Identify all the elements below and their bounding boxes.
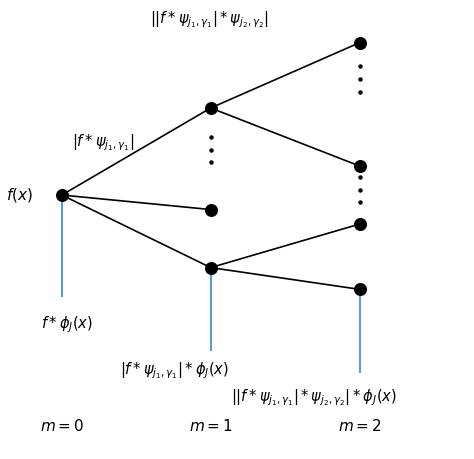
Text: $m=0$: $m=0$ (40, 419, 84, 435)
Text: $|f * \psi_{j_1,\gamma_1}|$: $|f * \psi_{j_1,\gamma_1}|$ (72, 132, 134, 153)
Point (356, 39, 364, 46)
Point (356, 220, 364, 228)
Text: $f(x)$: $f(x)$ (6, 186, 33, 204)
Text: $|f * \psi_{j_1,\gamma_1}| * \phi_J(x)$: $|f * \psi_{j_1,\gamma_1}| * \phi_J(x)$ (120, 360, 228, 381)
Point (207, 264, 215, 271)
Text: $m=1$: $m=1$ (189, 419, 233, 435)
Text: $f * \phi_J(x)$: $f * \phi_J(x)$ (41, 315, 93, 336)
Point (207, 206, 215, 213)
Text: $||f * \psi_{j_1,\gamma_1}| * \psi_{j_2,\gamma_2}|$: $||f * \psi_{j_1,\gamma_1}| * \psi_{j_2,… (149, 9, 269, 30)
Point (356, 285, 364, 293)
Point (58, 191, 65, 199)
Text: $||f * \psi_{j_1,\gamma_1}| * \psi_{j_2,\gamma_2}| * \phi_J(x)$: $||f * \psi_{j_1,\gamma_1}| * \psi_{j_2,… (231, 387, 397, 408)
Point (207, 104, 215, 112)
Point (356, 162, 364, 170)
Text: $m=2$: $m=2$ (337, 419, 382, 435)
